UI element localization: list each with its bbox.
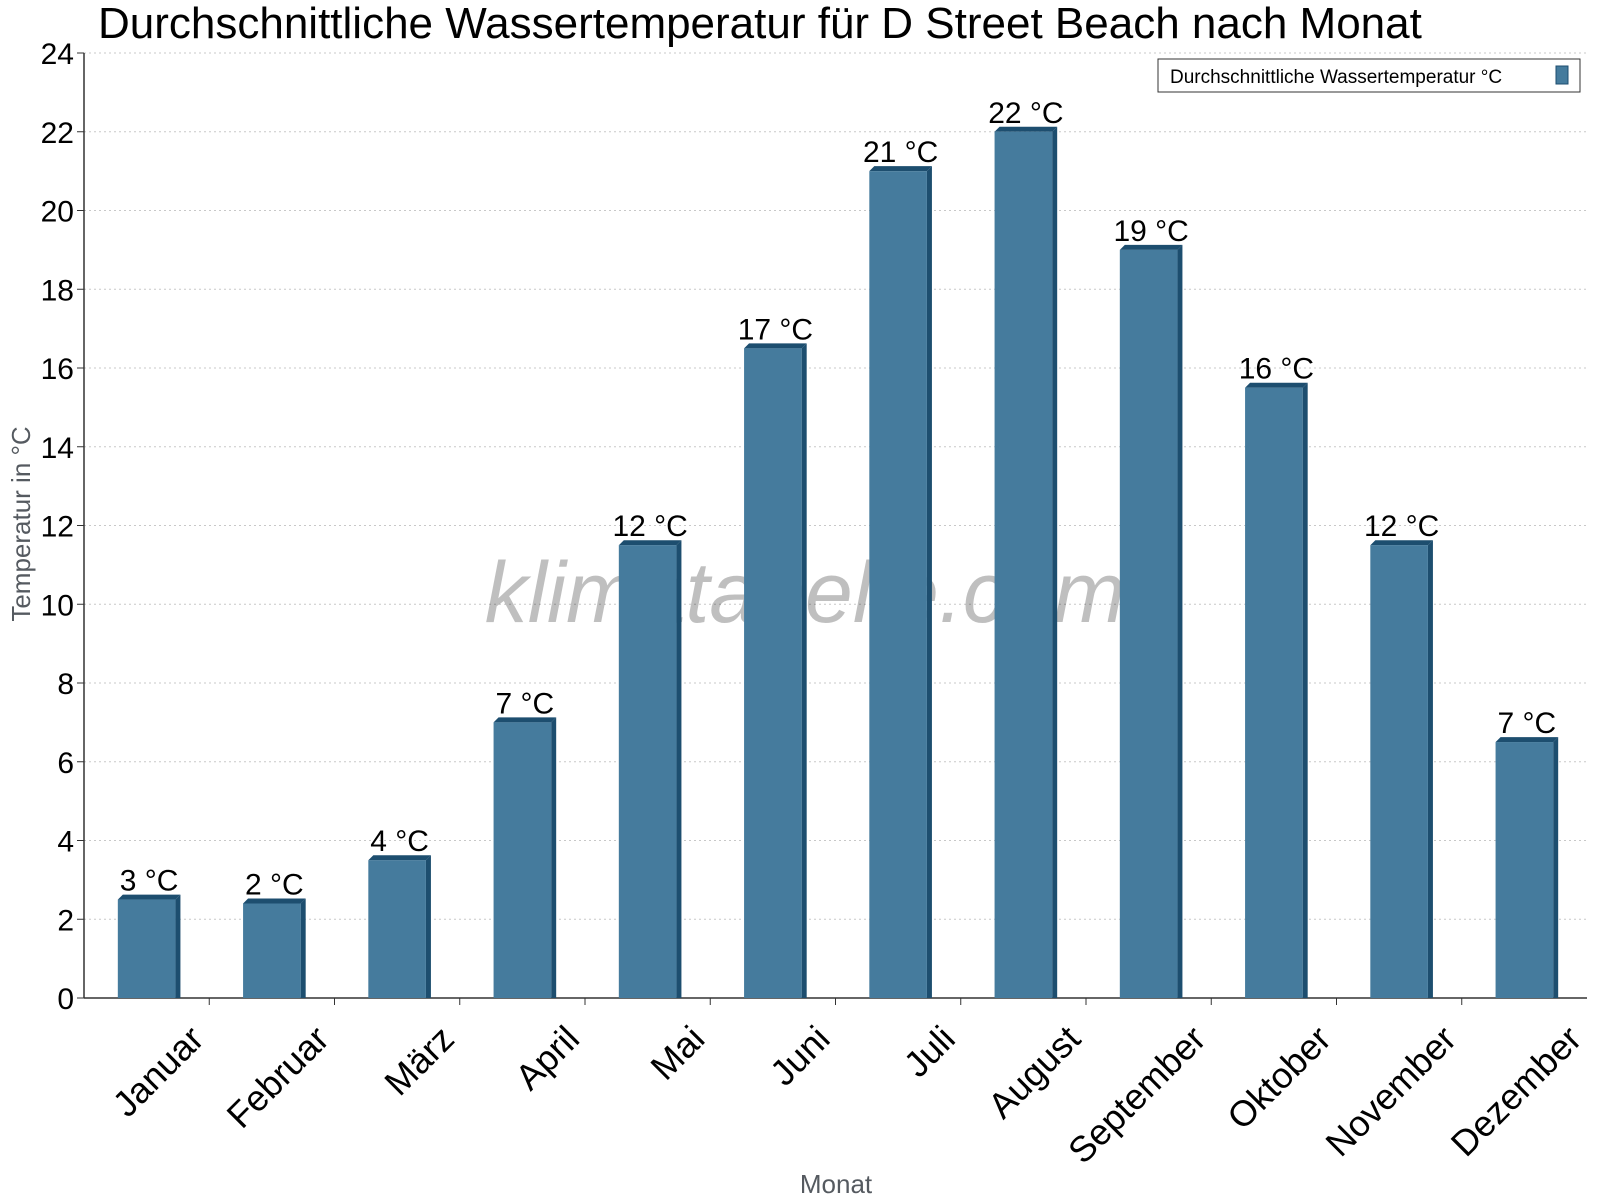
bar [117, 899, 176, 998]
data-label: 12 °C [612, 510, 687, 543]
data-label: 7 °C [1498, 707, 1557, 740]
bar [744, 348, 802, 998]
axes [77, 52, 1587, 1005]
grid-lines [84, 52, 1587, 920]
bar-side [1553, 737, 1559, 998]
legend-box [1157, 58, 1581, 93]
y-tick-label: 8 [57, 668, 74, 701]
bar [1245, 387, 1303, 998]
bar [368, 860, 426, 998]
y-tick-label: 20 [41, 196, 74, 229]
bar-top [117, 894, 181, 900]
x-axis-label: Monat [800, 1169, 873, 1199]
bar-top [243, 898, 306, 904]
bar [1495, 742, 1554, 998]
legend-swatch [1555, 65, 1569, 85]
data-label: 2 °C [245, 869, 304, 902]
bar-side [1052, 126, 1058, 998]
bar [1119, 249, 1178, 998]
bar-side [1427, 540, 1433, 998]
bar-side [1177, 244, 1183, 998]
x-axis-tick-labels: Januar Februar März April Mai Juni Juli AugustS… [105, 1018, 1590, 1172]
y-tick-label: 4 [57, 826, 74, 859]
data-label: 12 °C [1364, 510, 1439, 543]
data-labels: 3 °C 2 °C 4 °C 7 °C 12 °C 17 °C 21 °C 22 °C 19 °… [120, 97, 1556, 902]
bar-top [744, 343, 807, 349]
y-tick-label: 18 [41, 274, 74, 307]
data-label: 4 °C [370, 825, 429, 858]
bar [618, 545, 677, 998]
x-tick-label: März [376, 1018, 462, 1104]
y-tick-label: 12 [41, 511, 74, 544]
chart-title: Durchschnittliche Wassertemperatur für D… [98, 0, 1422, 48]
bar-top [1119, 244, 1183, 250]
y-tick-label: 22 [41, 117, 74, 150]
bar [493, 722, 552, 998]
bar-top [618, 540, 682, 546]
legend-entry-label: Durchschnittliche Wassertemperatur °C [1170, 67, 1502, 88]
y-tick-label: 24 [41, 38, 74, 71]
bar [243, 903, 301, 998]
bar-top [1245, 382, 1308, 388]
x-tick-label: Juni [762, 1018, 838, 1094]
y-tick-label: 6 [57, 747, 74, 780]
x-tick-label: Oktober [1219, 1018, 1339, 1138]
bar-side [676, 540, 682, 998]
x-tick-label: Februar [218, 1018, 336, 1136]
x-tick-label: September [1060, 1018, 1214, 1172]
bar-top [493, 717, 557, 723]
x-tick-label: Juli [896, 1018, 963, 1085]
bar-top [869, 166, 932, 172]
data-label: 21 °C [863, 136, 938, 169]
y-axis-label: Temperatur in °C [6, 426, 36, 621]
y-tick-label: 2 [57, 904, 74, 937]
y-tick-label: 10 [41, 589, 74, 622]
bar-side [926, 166, 932, 998]
bar-side [551, 717, 557, 998]
y-tick-label: 0 [57, 983, 74, 1016]
x-tick-label: Dezember [1443, 1018, 1589, 1164]
data-label: 16 °C [1239, 353, 1314, 386]
bar [869, 171, 927, 998]
data-label: 3 °C [120, 865, 179, 898]
y-tick-label: 16 [41, 353, 74, 386]
bar-top [1495, 737, 1559, 743]
x-tick-label: April [507, 1018, 587, 1098]
bar-side [1302, 382, 1308, 998]
bar [1370, 545, 1428, 998]
bar-top [368, 855, 431, 861]
x-tick-label: Mai [642, 1018, 712, 1088]
x-tick-label: Januar [105, 1018, 212, 1125]
bar-side [801, 343, 807, 998]
y-tick-label: 14 [41, 432, 74, 465]
legend: Durchschnittliche Wassertemperatur °C [1157, 58, 1581, 93]
bar-top [1370, 540, 1433, 546]
bar [994, 131, 1053, 998]
data-label: 17 °C [738, 313, 813, 346]
data-label: 7 °C [496, 687, 555, 720]
bar-top [994, 126, 1058, 132]
x-tick-label: November [1317, 1018, 1463, 1164]
data-label: 19 °C [1113, 215, 1188, 248]
bar-side [425, 855, 431, 998]
bars [117, 126, 1559, 998]
x-tick-label: August [980, 1018, 1088, 1126]
data-label: 22 °C [988, 97, 1063, 130]
bar-side [300, 898, 306, 998]
bar-side [175, 894, 181, 998]
